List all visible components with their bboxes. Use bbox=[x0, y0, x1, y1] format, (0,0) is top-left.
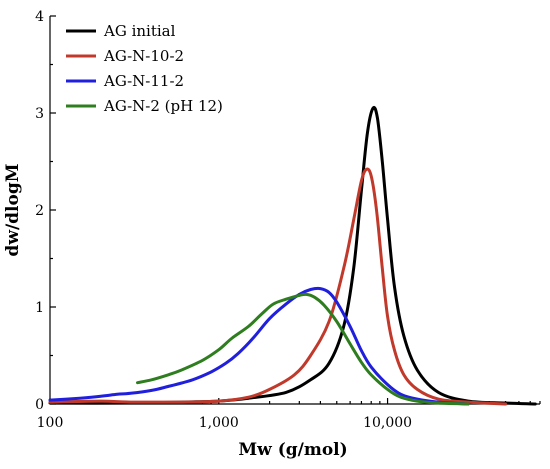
legend-label: AG initial bbox=[103, 22, 176, 40]
series-line-3 bbox=[48, 286, 470, 406]
series-line-1 bbox=[48, 105, 537, 406]
legend-label: AG-N-10-2 bbox=[103, 47, 184, 65]
y-tick-label: 4 bbox=[35, 9, 44, 25]
x-tick-label: 100 bbox=[37, 415, 64, 431]
y-axis-title: dw/dlogM bbox=[3, 163, 23, 256]
x-tick-label: 1,000 bbox=[199, 415, 239, 431]
series-layer bbox=[48, 105, 537, 406]
y-tick-label: 2 bbox=[35, 203, 44, 219]
series-line-2 bbox=[48, 167, 507, 406]
legend: AG initial AG-N-10-2 AG-N-11-2 AG-N-2 (pH 1… bbox=[66, 22, 223, 115]
y-tick-label: 3 bbox=[35, 106, 44, 122]
x-tick-label: 10,000 bbox=[363, 415, 412, 431]
series-line-4 bbox=[136, 292, 470, 406]
legend-label: AG-N-11-2 bbox=[103, 72, 184, 90]
y-tick-label: 0 bbox=[35, 397, 44, 413]
y-tick-label: 1 bbox=[35, 300, 44, 316]
legend-label: AG-N-2 (pH 12) bbox=[103, 97, 223, 115]
x-axis-title: Mw (g/mol) bbox=[238, 440, 347, 460]
